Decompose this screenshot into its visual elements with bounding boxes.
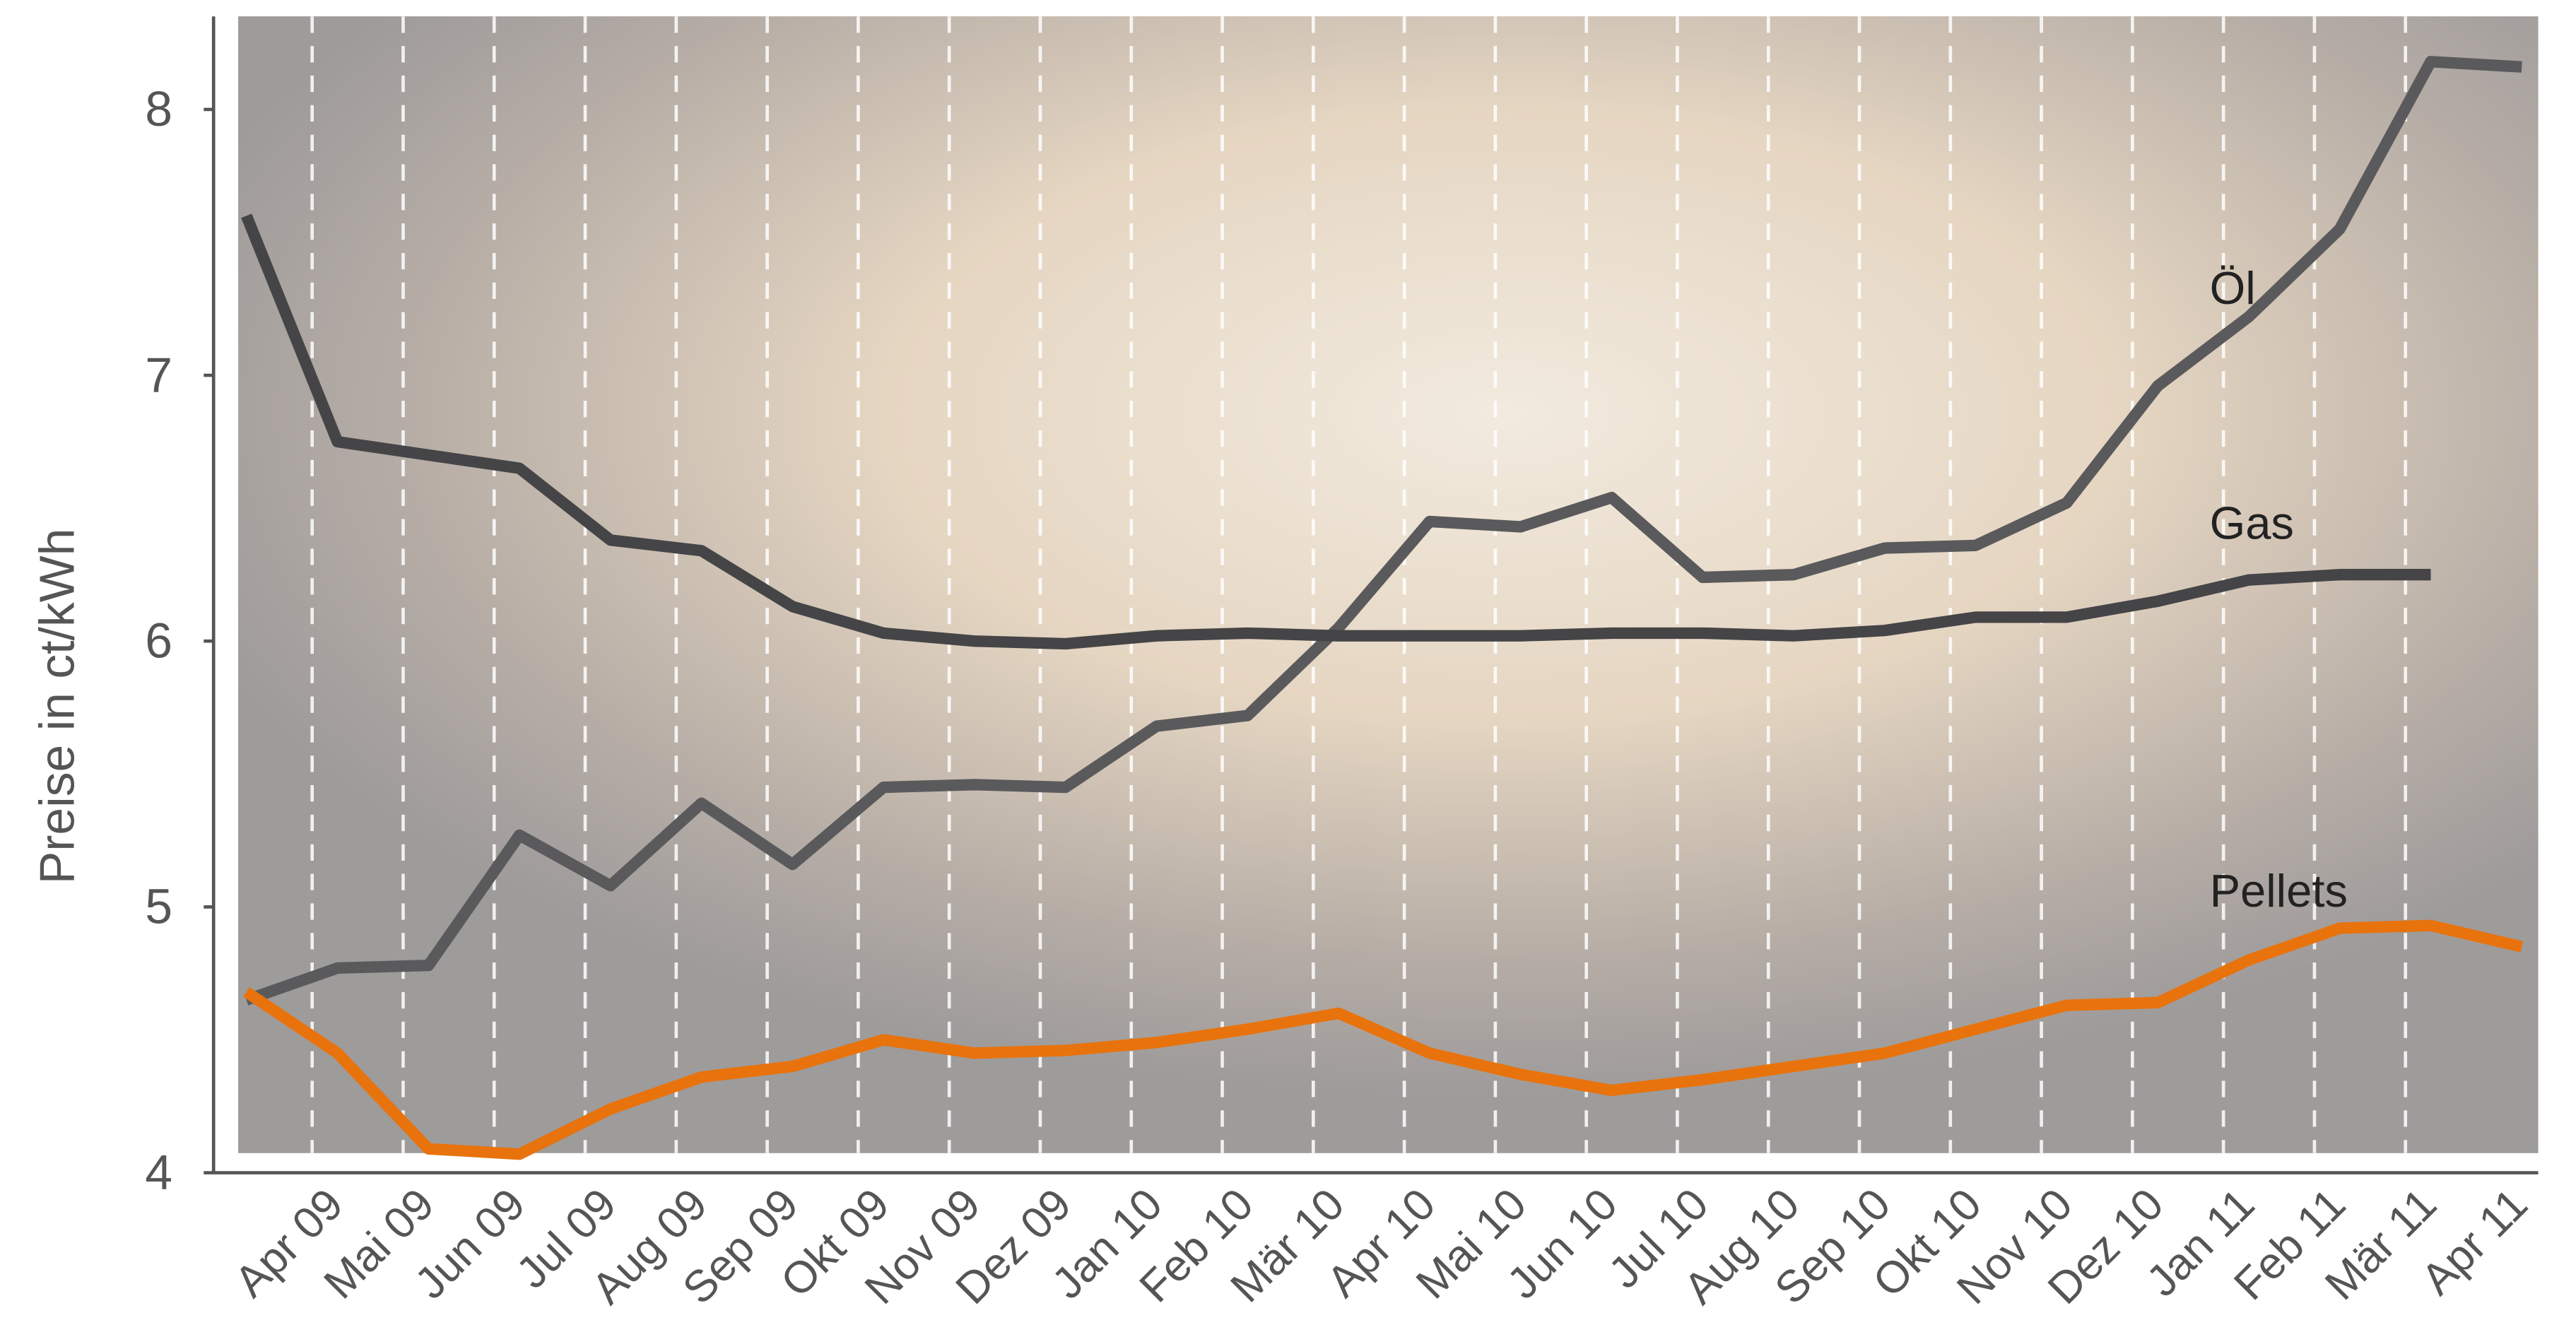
y-axis-label: Preise in ct/kWh — [30, 529, 85, 885]
y-tick-label: 6 — [145, 613, 172, 668]
y-tick-label: 5 — [145, 879, 172, 934]
series-line — [243, 919, 2524, 1160]
y-tick-label: 8 — [145, 81, 172, 136]
series-label: Gas — [2210, 497, 2294, 548]
plot-photo — [238, 16, 2539, 1153]
y-tick-label: 7 — [145, 347, 172, 402]
dashed-lines — [310, 16, 2408, 1153]
y-tick-label: 4 — [145, 1145, 172, 1200]
series-line — [241, 213, 2431, 650]
series-label: Öl — [2210, 262, 2256, 314]
series-line — [245, 56, 2522, 1006]
series-label: Pellets — [2210, 865, 2348, 917]
x-tick-label: Apr 11 — [2412, 1179, 2537, 1304]
